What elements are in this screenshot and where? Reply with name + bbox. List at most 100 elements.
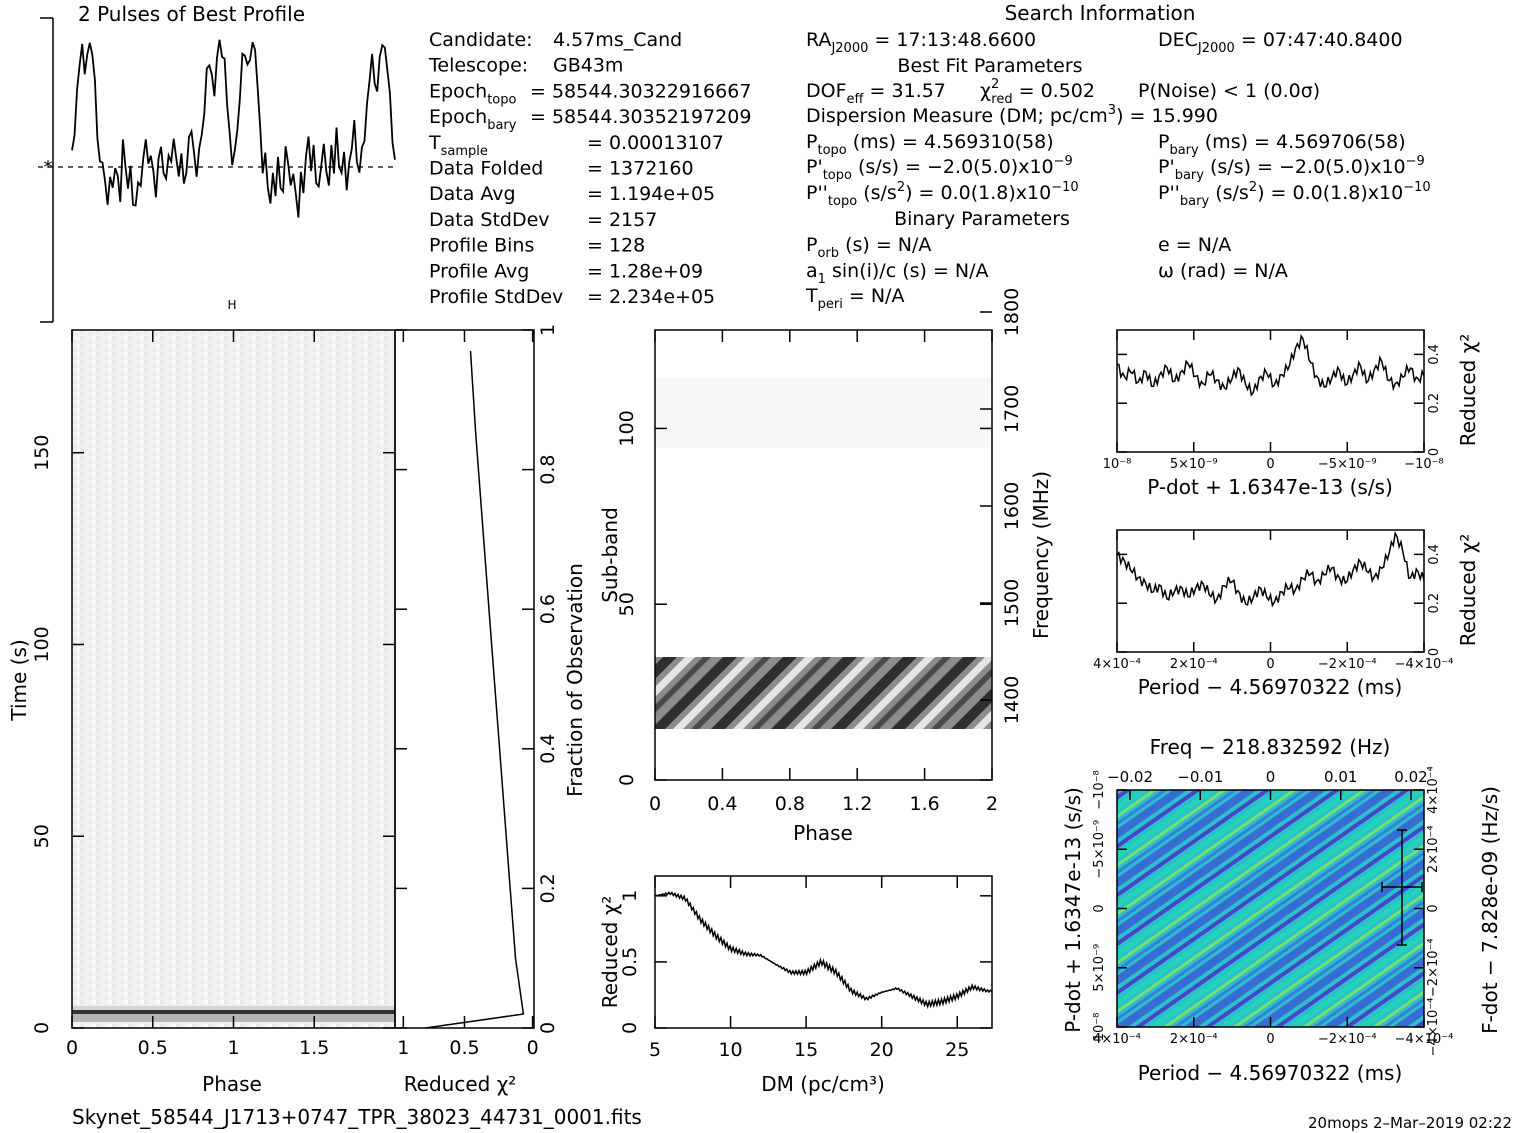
small-x-tick-label: 2×10⁻⁴ bbox=[1170, 657, 1218, 672]
small-y-tick-label: 0.4 bbox=[1427, 544, 1442, 565]
x-tick-label: 0.5 bbox=[449, 1037, 479, 1059]
y-tick-label: 0.4 bbox=[537, 734, 559, 764]
pdot-ylabel: Reduced χ² bbox=[1456, 334, 1480, 447]
pp-plane-plot: 4×10⁻⁴ 2×10⁻⁴ 0 −2×10⁻⁴ −4×10⁻⁴−0.02 −0.01 0 0.… bbox=[1092, 766, 1453, 1056]
info-value: = 58544.30322916667 bbox=[530, 80, 751, 102]
info-value: 4.57ms_Cand bbox=[553, 29, 682, 51]
pp-y2-tick-label: 2×10⁻⁴ bbox=[1426, 825, 1441, 873]
info-value: = 1.28e+09 bbox=[587, 260, 703, 282]
pp-y2-tick-label: 0 bbox=[1426, 904, 1441, 912]
freq-tick-label: 1700 bbox=[1001, 385, 1023, 433]
a1sini: a1 sin(i)/c (s) = N/A bbox=[806, 260, 989, 287]
p-topo: Ptopo (ms) = 4.569310(58) bbox=[806, 131, 1054, 158]
freq-tick-label: 1500 bbox=[1001, 579, 1023, 627]
pdot-xlabel: P-dot + 1.6347e-13 (s/s) bbox=[1147, 475, 1393, 499]
small-y-tick-label: 0.4 bbox=[1427, 344, 1442, 365]
y-tick-label: 50 bbox=[31, 824, 53, 848]
info-value: = 58544.30352197209 bbox=[530, 106, 751, 128]
time-phase-xlabel: Phase bbox=[202, 1072, 262, 1096]
info-row: Profile Avg bbox=[429, 260, 529, 282]
pp-x-tick-label: 2×10⁻⁴ bbox=[1170, 1032, 1218, 1047]
x-tick-label: 0.5 bbox=[138, 1037, 168, 1059]
subband-phase-plot: 0 0.4 0.8 1.2 1.6 2 0 50 100 1400 1500 1600 1700 1800 bbox=[616, 288, 1023, 815]
dm-ylabel: Reduced χ² bbox=[598, 896, 622, 1009]
pp-y-tick-label: 0 bbox=[1092, 904, 1107, 912]
y-tick-label: 0 bbox=[616, 774, 638, 786]
p-orb: Porb (s) = N/A bbox=[806, 234, 931, 261]
frequency-ylabel: Frequency (MHz) bbox=[1029, 471, 1053, 639]
info-value: = 0.00013107 bbox=[587, 132, 724, 154]
t-peri: Tperi = N/A bbox=[805, 285, 904, 312]
candidate-info: Candidate: 4.57ms_Cand Telescope: GB43m Epoc… bbox=[428, 29, 751, 308]
info-row: Data Avg bbox=[429, 183, 516, 205]
small-y-tick-label: 0 bbox=[1427, 448, 1442, 456]
pddot-bary: P''bary (s/s2) = 0.0(1.8)x10−10 bbox=[1158, 180, 1431, 209]
info-row: Epochbary bbox=[429, 106, 517, 133]
pp-x-tick-label: −2×10⁻⁴ bbox=[1318, 1032, 1377, 1047]
binary-title: Binary Parameters bbox=[894, 208, 1070, 230]
ppplane-ylabel2: F-dot − 7.828e-09 (Hz/s) bbox=[1478, 786, 1502, 1034]
small-y-tick-label: 0 bbox=[1427, 648, 1442, 656]
profile-title: 2 Pulses of Best Profile bbox=[78, 2, 305, 26]
x-tick-label: 0.4 bbox=[707, 793, 737, 815]
info-row: Epochtopo bbox=[429, 80, 516, 107]
pp-x2-tick-label: 0.02 bbox=[1394, 768, 1427, 786]
dm-tick-label: 5 bbox=[649, 1039, 661, 1061]
pdot-bary: P'bary (s/s) = −2.0(5.0)x10−9 bbox=[1158, 154, 1425, 183]
dm-chi-plot: 5 10 15 20 25 0 0.5 1 bbox=[619, 875, 993, 1061]
period-ylabel: Reduced χ² bbox=[1456, 534, 1480, 647]
pp-y-tick-label: −5×10⁻⁹ bbox=[1092, 820, 1107, 879]
pp-y2-tick-label: 4×10⁻⁴ bbox=[1426, 766, 1441, 814]
svg-text:H: H bbox=[227, 298, 236, 312]
pp-x-tick-label: 0 bbox=[1266, 1032, 1274, 1047]
info-row: Data Folded bbox=[429, 158, 543, 180]
small-x-tick-label: −2×10⁻⁴ bbox=[1318, 657, 1377, 672]
dm-tick-label: 10 bbox=[718, 1039, 742, 1061]
fit-info: RAJ2000 = 17:13:48.6600 DECJ2000 = 07:47:… bbox=[805, 29, 1431, 312]
y-tick-label: 1 bbox=[537, 324, 559, 336]
x-tick-label: 1.5 bbox=[299, 1037, 329, 1059]
omega: ω (rad) = N/A bbox=[1158, 260, 1288, 282]
small-x-tick-label: 10⁻⁸ bbox=[1103, 457, 1132, 472]
pp-y-tick-label: −10⁻⁸ bbox=[1092, 770, 1107, 810]
dm-chi-tick-label: 1 bbox=[619, 890, 641, 902]
freq-tick-label: 1600 bbox=[1001, 482, 1023, 530]
y-tick-label: 0 bbox=[537, 1022, 559, 1034]
x-tick-label: 1.2 bbox=[842, 793, 872, 815]
pdot-chi-plot: 10⁻⁸ 5×10⁻⁹ 0 −5×10⁻⁹ −10⁻⁸00.20.4 bbox=[1103, 329, 1444, 472]
dec: DECJ2000 = 07:47:40.8400 bbox=[1158, 29, 1403, 56]
small-x-tick-label: 0 bbox=[1266, 657, 1274, 672]
x-tick-label: 0.8 bbox=[775, 793, 805, 815]
info-row: Profile StdDev bbox=[429, 286, 563, 308]
redchi-time-plot: 1 0.5 0 0 0.2 0.4 0.6 0.8 1 bbox=[394, 324, 559, 1059]
small-x-tick-label: −5×10⁻⁹ bbox=[1318, 457, 1377, 472]
pp-y2-tick-label: −2×10⁻⁴ bbox=[1426, 938, 1441, 997]
dm-tick-label: 25 bbox=[945, 1039, 969, 1061]
redchi-time-xlabel: Reduced χ² bbox=[404, 1072, 517, 1096]
ppplane-ylabel: P-dot + 1.6347e-13 (s/s) bbox=[1061, 787, 1085, 1033]
time-phase-ylabel: Time (s) bbox=[7, 639, 31, 721]
best-fit-title: Best Fit Parameters bbox=[897, 55, 1082, 77]
x-tick-label: 0 bbox=[649, 793, 661, 815]
info-value: GB43m bbox=[553, 55, 623, 77]
info-value: = 1.194e+05 bbox=[587, 183, 715, 205]
x-tick-label: 1.6 bbox=[909, 793, 939, 815]
info-row: Telescope: bbox=[428, 55, 528, 77]
pdot-topo: P'topo (s/s) = −2.0(5.0)x10−9 bbox=[806, 154, 1073, 183]
subband-xlabel: Phase bbox=[793, 821, 853, 845]
info-value: = 128 bbox=[587, 235, 645, 257]
small-x-tick-label: 0 bbox=[1266, 457, 1274, 472]
pp-x2-tick-label: 0 bbox=[1266, 768, 1276, 786]
period-chi-plot: 4×10⁻⁴ 2×10⁻⁴ 0 −2×10⁻⁴ −4×10⁻⁴00.20.4 bbox=[1093, 529, 1453, 672]
y-tick-label: 150 bbox=[31, 435, 53, 471]
small-x-tick-label: −10⁻⁸ bbox=[1404, 457, 1444, 472]
info-row: Profile Bins bbox=[429, 235, 534, 257]
pp-y-tick-label: 10⁻⁸ bbox=[1092, 1013, 1107, 1042]
info-row: Data StdDev bbox=[429, 209, 550, 231]
pp-x2-tick-label: −0.01 bbox=[1177, 768, 1223, 786]
y-tick-label: 0.2 bbox=[537, 873, 559, 903]
p-bary: Pbary (ms) = 4.569706(58) bbox=[1158, 131, 1406, 158]
info-row: Tsample bbox=[428, 132, 488, 159]
dm-line: Dispersion Measure (DM; pc/cm3) = 15.990 bbox=[806, 103, 1218, 127]
